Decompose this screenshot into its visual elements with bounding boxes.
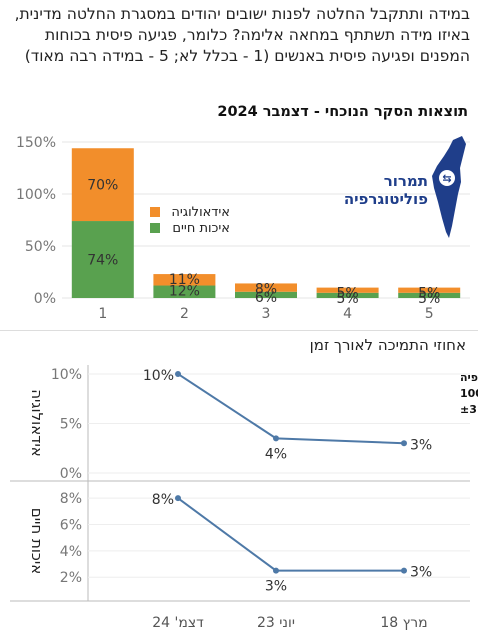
- bar-segment: [71, 221, 134, 298]
- survey-info: חברת הסקרים: גיאוקרטוגרפיה משיבים/ות: 10…: [460, 371, 478, 416]
- bar-y-tick-label: 150%: [16, 135, 56, 151]
- legend-swatch-ideology: [150, 207, 160, 217]
- legend-label-quality-of-life: איכות חיים: [172, 221, 230, 236]
- legend: אידאולוגיה איכות חיים: [150, 205, 230, 236]
- series-point: [273, 567, 279, 574]
- series-point: [401, 440, 407, 447]
- bar-data-label: 5%: [418, 286, 440, 302]
- bar-data-label: 74%: [87, 253, 118, 269]
- bar-x-tick-label: 5: [425, 306, 434, 322]
- line-y-tick-label: 5%: [60, 416, 82, 432]
- bar-x-tick-label: 1: [98, 306, 107, 322]
- bar-y-tick-label: 100%: [16, 187, 56, 203]
- line-x-tick-label: דצמ' 24: [152, 615, 204, 631]
- bar-x-tick-label: 3: [262, 306, 271, 322]
- logo-line1: תמרור: [384, 172, 428, 190]
- line-chart: 0% 5% 10% אידאולוגיה 10% 4% 3% 2% 4% 6% 8% איכות חי…: [10, 365, 478, 631]
- bar-segment: [235, 291, 297, 298]
- panel-label: איכות חיים: [28, 508, 46, 575]
- legend-swatch-quality-of-life: [150, 223, 160, 233]
- line-data-label: 10%: [143, 368, 174, 384]
- series-line: [177, 373, 405, 445]
- bar-segment: [235, 283, 297, 292]
- line-data-label: 4%: [265, 446, 287, 462]
- bar-y-tick-label: 0%: [34, 291, 56, 307]
- bar-data-label: 8%: [255, 281, 277, 297]
- series-point: [401, 567, 407, 574]
- series-point: [175, 370, 181, 377]
- line-y-tick-label: 8%: [60, 491, 82, 507]
- info-company: חברת הסקרים: גיאוקרטוגרפיה: [460, 371, 478, 384]
- line-y-tick-label: 10%: [51, 367, 82, 383]
- bar-y-tick-label: 50%: [25, 239, 56, 255]
- trend-title: אחוזי התמיכה לאורך זמן: [309, 336, 466, 354]
- series-line: [177, 497, 404, 572]
- line-data-label: 8%: [152, 492, 174, 508]
- bar-data-label: 6%: [255, 290, 277, 306]
- bar-x-tick-label: 4: [343, 306, 352, 322]
- section-divider: [0, 330, 478, 331]
- bar-segment: [153, 274, 216, 286]
- bar-segment: [398, 287, 461, 293]
- results-subtitle: תוצאות הסקר הנוכחי - דצמבר 2024: [217, 104, 468, 120]
- bar-segment: [71, 148, 134, 222]
- line-y-tick-label: 2%: [60, 570, 82, 586]
- line-data-label: 3%: [410, 437, 432, 453]
- bar-data-label: 12%: [169, 284, 200, 300]
- bar-data-label: 11%: [169, 272, 200, 288]
- bar-segment: [398, 292, 461, 298]
- bar-data-label: 5%: [336, 291, 358, 307]
- sign-arrows-icon: ⇆: [442, 172, 451, 185]
- bar-data-label: 5%: [418, 291, 440, 307]
- bar-segment: [316, 292, 379, 298]
- logo-line2: פוליטוגרפיה: [344, 190, 428, 208]
- survey-question: במידה ותתקבל החלטה לפנות ישובים יהודים ב…: [14, 5, 470, 65]
- line-y-tick-label: 4%: [60, 544, 82, 560]
- series-point: [175, 495, 181, 502]
- line-y-tick-label: 6%: [60, 518, 82, 534]
- line-y-tick-label: 0%: [60, 466, 82, 482]
- info-respondents: משיבים/ות: 1008: [460, 387, 478, 400]
- bar-data-label: 5%: [336, 286, 358, 302]
- line-x-tick-label: מרץ 18: [380, 615, 427, 631]
- israel-map-icon: [432, 136, 466, 238]
- line-data-label: 3%: [410, 565, 432, 581]
- info-margin: טעות דגימה מקסימלית: ±3.01%: [460, 403, 478, 416]
- logo: ⇆ תמרור פוליטוגרפיה: [344, 136, 466, 238]
- series-point: [273, 435, 279, 442]
- legend-label-ideology: אידאולוגיה: [171, 205, 230, 220]
- line-data-label: 3%: [265, 579, 287, 595]
- bar-x-tick-label: 2: [180, 306, 189, 322]
- bar-chart: 0%50%100%150%74%70%112%11%26%8%35%5%45%5…: [16, 135, 470, 322]
- line-x-tick-label: יוני 23: [257, 615, 295, 631]
- panel-label: אידאולוגיה: [28, 389, 46, 457]
- bar-segment: [316, 287, 379, 293]
- bar-segment: [153, 285, 216, 298]
- sign-icon: [439, 170, 455, 186]
- bar-data-label: 70%: [87, 178, 118, 194]
